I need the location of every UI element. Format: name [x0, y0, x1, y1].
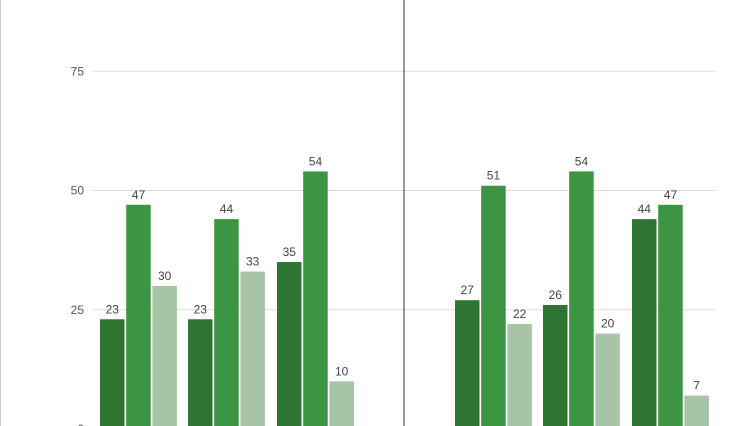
y-tick-label-50: 50	[71, 184, 85, 198]
bar-g2-c1-s2	[481, 185, 506, 426]
data-label-g1-c3-s1: 35	[283, 245, 297, 259]
bar-g1-c2-s2	[214, 219, 239, 426]
bar-g2-c3-s1	[632, 219, 657, 426]
data-labels: 23 47 30 23 44 33 35 54 10 27 51 22 26 54 20 44 47 7	[106, 154, 701, 392]
data-label-g2-c2-s1: 26	[549, 288, 563, 302]
bar-g2-c3-s3	[684, 395, 709, 426]
data-label-g1-c1-s3: 30	[158, 269, 172, 283]
bar-g1-c3-s3	[329, 381, 354, 426]
data-label-g2-c3-s2: 47	[664, 188, 678, 202]
data-label-g2-c3-s3: 7	[693, 379, 700, 393]
y-tick-label-25: 25	[71, 303, 85, 317]
data-label-g1-c1-s1: 23	[106, 302, 120, 316]
bar-g1-c1-s2	[126, 204, 151, 426]
bar-g2-c1-s1	[455, 300, 480, 426]
bar-g2-c2-s1	[543, 304, 568, 426]
bar-g1-c2-s3	[240, 271, 265, 426]
data-label-g2-c2-s2: 54	[575, 154, 589, 168]
data-label-g1-c3-s2: 54	[309, 154, 323, 168]
bar-g2-c2-s3	[595, 333, 620, 426]
bar-g1-c3-s2	[303, 171, 328, 426]
data-label-g1-c1-s2: 47	[132, 188, 146, 202]
bar-g1-c1-s1	[100, 319, 125, 426]
data-label-g2-c1-s2: 51	[487, 169, 501, 183]
data-label-g2-c3-s1: 44	[638, 202, 652, 216]
bar-g2-c2-s2	[569, 171, 594, 426]
bar-g1-c2-s1	[188, 319, 213, 426]
data-label-g2-c1-s3: 22	[513, 307, 527, 321]
bar-g2-c3-s2	[658, 204, 683, 426]
bars	[100, 171, 709, 426]
y-tick-labels: 0 25 50 75	[71, 64, 85, 426]
y-tick-label-75: 75	[71, 64, 85, 78]
data-label-g2-c1-s1: 27	[461, 283, 475, 297]
data-label-g1-c2-s1: 23	[194, 302, 208, 316]
data-label-g1-c3-s3: 10	[335, 364, 349, 378]
data-label-g2-c2-s3: 20	[601, 317, 615, 331]
data-label-g1-c2-s2: 44	[220, 202, 234, 216]
data-label-g1-c2-s3: 33	[246, 255, 260, 269]
bar-g1-c3-s1	[277, 262, 302, 426]
bar-g1-c1-s3	[152, 285, 177, 426]
y-tick-label-0: 0	[77, 422, 84, 426]
bar-g2-c1-s3	[507, 324, 532, 426]
